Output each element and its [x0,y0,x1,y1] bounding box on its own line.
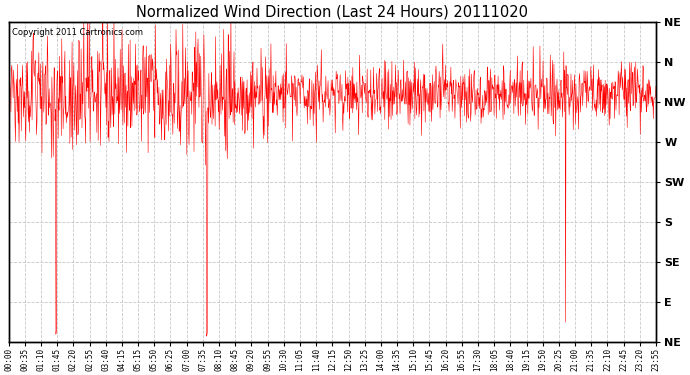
Text: Copyright 2011 Cartronics.com: Copyright 2011 Cartronics.com [12,28,143,37]
Title: Normalized Wind Direction (Last 24 Hours) 20111020: Normalized Wind Direction (Last 24 Hours… [137,4,529,19]
